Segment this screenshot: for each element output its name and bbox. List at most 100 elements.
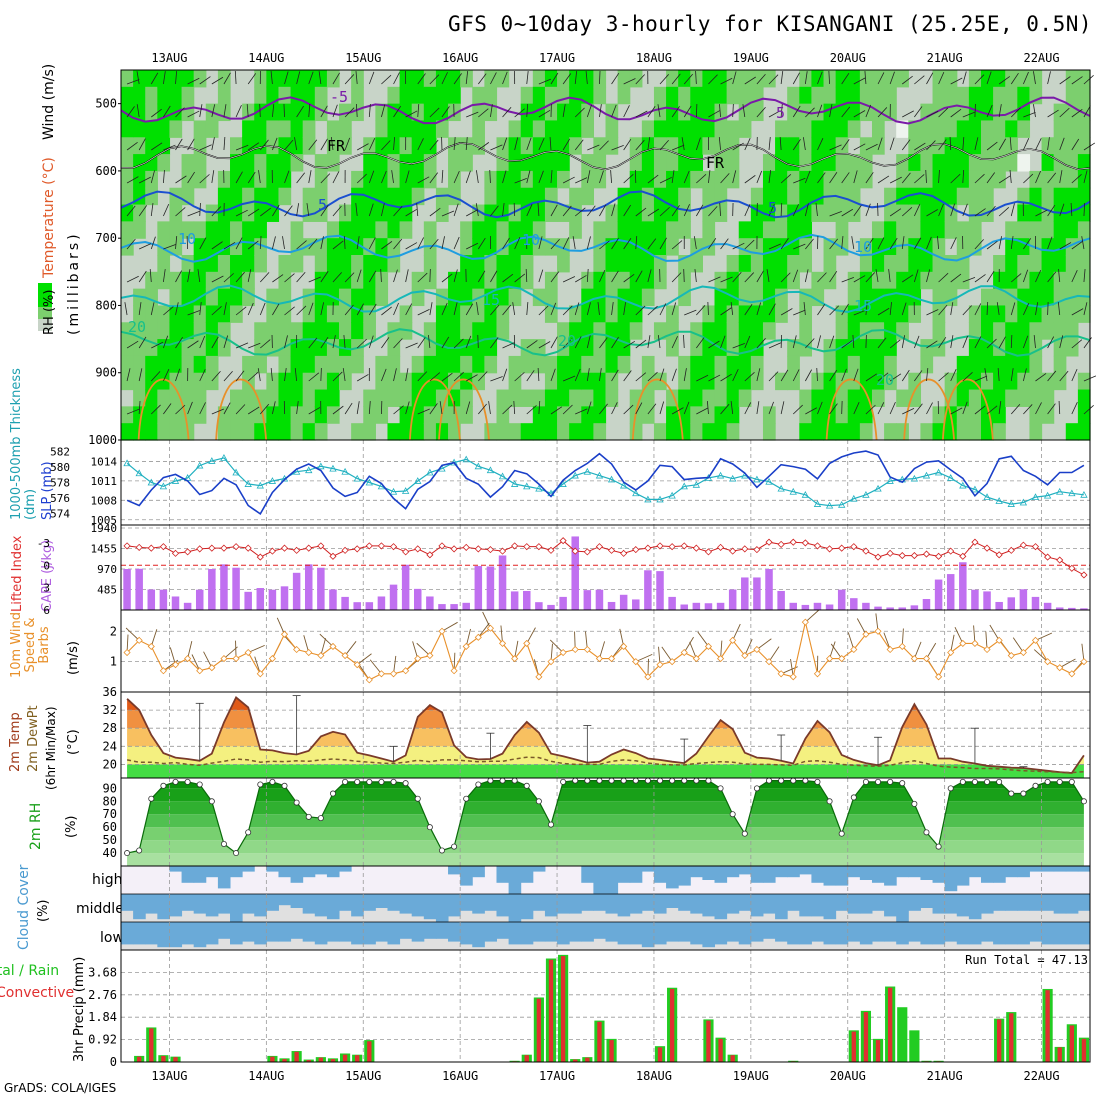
- wind-barb: [465, 335, 472, 349]
- rh2m-point: [681, 777, 688, 784]
- precip-convective-bar: [149, 1028, 154, 1062]
- rh-cell: [750, 288, 764, 307]
- wind-barb: [284, 170, 290, 184]
- wind-barb: [308, 238, 318, 250]
- rh-cell: [787, 86, 800, 105]
- precip-convective-bar: [330, 1059, 336, 1062]
- cloud-high-cell: [314, 866, 328, 875]
- wind-barb: [126, 275, 139, 283]
- wind-barb: [1023, 303, 1030, 316]
- rh-cell: [871, 86, 885, 105]
- rh2m-point: [1044, 778, 1051, 785]
- wind-barb: [803, 302, 806, 316]
- rh-cell: [1077, 170, 1091, 189]
- wind-barb: [260, 207, 271, 217]
- rh-cell: [157, 120, 171, 138]
- rh-cell: [169, 322, 183, 340]
- wind10m-point: [280, 630, 289, 638]
- wind10m-point: [389, 670, 398, 678]
- rh-cell: [896, 170, 909, 189]
- cloud-middle-cell: [460, 894, 473, 911]
- rh-cell: [593, 86, 607, 105]
- wind-barb: [235, 105, 242, 118]
- cloud-middle-cell: [968, 894, 982, 920]
- wind-barb: [296, 271, 306, 283]
- wind-barb: [1071, 339, 1083, 349]
- rh-cell: [714, 170, 728, 189]
- thickness-point: [474, 462, 482, 470]
- cloud-high-cell: [1077, 866, 1091, 872]
- rh-cell: [339, 238, 352, 256]
- cloud-middle-cell: [605, 894, 619, 914]
- rh-cell: [145, 70, 158, 88]
- rh2m-point: [850, 794, 857, 801]
- rh-cell: [266, 187, 280, 206]
- rh-cell: [532, 221, 546, 239]
- rh-cell: [290, 154, 304, 172]
- wind-barb: [162, 170, 165, 184]
- precip-frame: [120, 949, 1091, 1063]
- wind-barb: [417, 237, 424, 250]
- rh-cell: [726, 70, 740, 88]
- li-point: [414, 545, 422, 553]
- precip-convective-bar: [560, 956, 566, 1062]
- rh-cell: [339, 255, 352, 273]
- wind-barb: [211, 206, 222, 217]
- rh2m-point: [1080, 798, 1087, 805]
- wind-barb: [223, 335, 229, 349]
- wind-barb: [1070, 202, 1073, 217]
- rh-cell: [726, 86, 740, 105]
- wind-barb: [186, 235, 189, 250]
- rh-cell: [738, 238, 752, 256]
- rh-cell: [569, 322, 582, 340]
- wind10m-barb: [768, 646, 780, 662]
- cloud-high-cell: [1017, 866, 1030, 878]
- rh-cell: [1065, 255, 1079, 273]
- rh-cell: [363, 389, 376, 407]
- wind-barb: [259, 139, 269, 151]
- rh-cell: [532, 70, 546, 88]
- wind-barb: [756, 107, 766, 118]
- wind10m-barb: [369, 659, 382, 675]
- cloud-high-cell: [775, 866, 788, 878]
- precip-convective-label: Convective: [0, 985, 75, 1001]
- rh-cell: [351, 204, 364, 222]
- wind-barb: [465, 401, 471, 415]
- wind-barb: [477, 237, 486, 250]
- li-point: [632, 546, 640, 554]
- wind-barb: [853, 275, 866, 283]
- rh-cell: [702, 389, 716, 407]
- rh-cell: [508, 154, 522, 172]
- rh-cell: [290, 255, 304, 273]
- rh-cell: [750, 322, 764, 340]
- rh-cell: [799, 423, 813, 441]
- cloud-middle-cell: [896, 894, 909, 922]
- rh-cell: [157, 70, 171, 88]
- rh-cell: [811, 389, 825, 407]
- rh2m-band: [127, 780, 1084, 789]
- rh-cell: [980, 170, 994, 189]
- rh-cell: [896, 120, 909, 138]
- wind-barb: [417, 104, 420, 118]
- wind-barb: [611, 237, 619, 250]
- wind-barb: [986, 71, 992, 85]
- cloud-middle-cell: [399, 894, 413, 914]
- temp-band: [127, 764, 1084, 778]
- wind-barb: [538, 401, 541, 415]
- rh-cell: [387, 423, 401, 441]
- wind10m-barb: [223, 646, 238, 659]
- cape-bar: [619, 594, 628, 610]
- rh2m-point: [669, 777, 676, 784]
- wind-barb: [393, 137, 395, 151]
- wind-barb: [381, 306, 392, 316]
- rh-cell: [581, 355, 594, 374]
- rh-cell: [230, 255, 243, 273]
- wind-barb: [502, 237, 510, 250]
- li-point: [777, 540, 785, 548]
- cloud-middle-cell: [811, 894, 825, 917]
- wind-barb: [1071, 138, 1080, 151]
- rh-cell: [1041, 221, 1055, 239]
- wind-barb: [938, 272, 949, 283]
- cloud-high-cell: [908, 866, 921, 878]
- rh-cell: [666, 187, 679, 206]
